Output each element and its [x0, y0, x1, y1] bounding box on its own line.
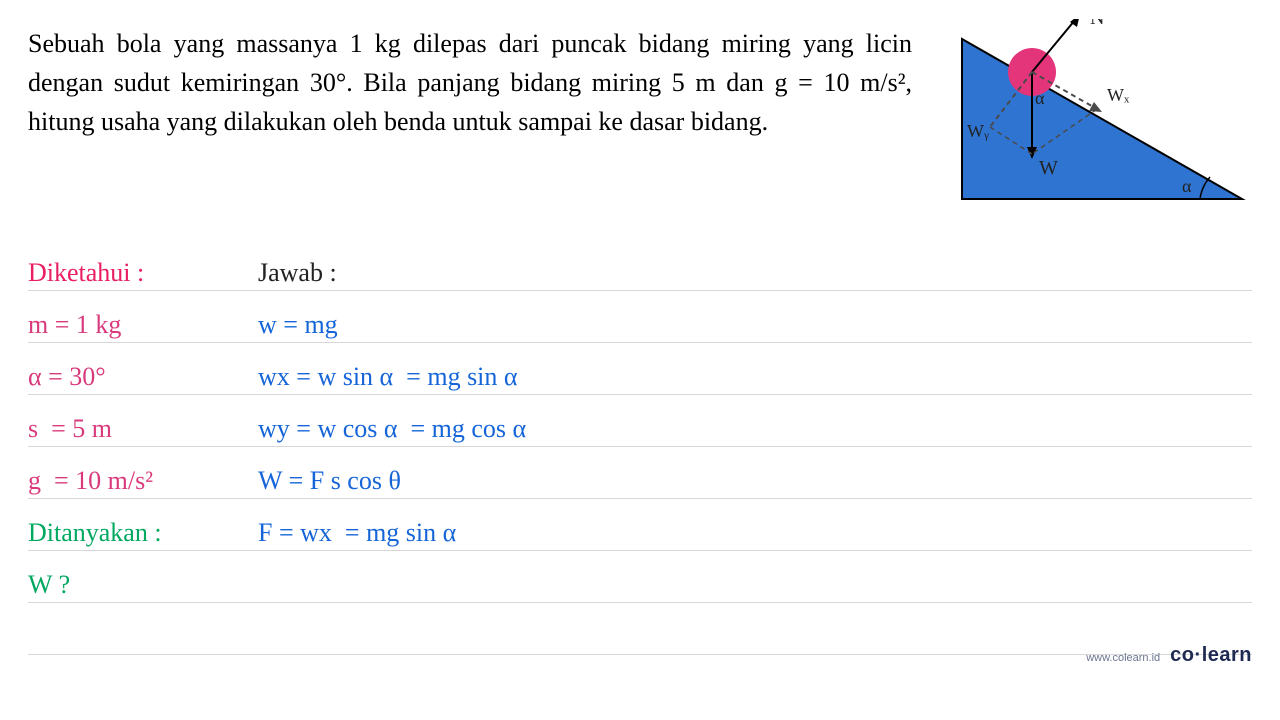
cell-answer-header: Jawab :	[258, 258, 1252, 288]
label-alpha-corner: α	[1182, 176, 1192, 196]
cell-wy: wy = w cos α = mg cos α	[258, 414, 1252, 444]
footer: www.colearn.id co·learn	[1086, 644, 1252, 667]
label-n: N	[1090, 19, 1104, 29]
cell-s: s = 5 m	[28, 414, 258, 444]
label-alpha-top: α	[1035, 88, 1045, 108]
cell-known-header: Diketahui :	[28, 258, 258, 288]
brand-dot: ·	[1195, 644, 1202, 666]
work-area: Diketahui : Jawab : m = 1 kg w = mg α = …	[28, 239, 1252, 655]
cell-work-eq: W = F s cos θ	[258, 466, 1252, 496]
cell-g: g = 10 m/s²	[28, 466, 258, 496]
work-row: g = 10 m/s² W = F s cos θ	[28, 447, 1252, 499]
work-row: Ditanyakan : F = wx = mg sin α	[28, 499, 1252, 551]
label-wx: Wₓ	[1107, 85, 1130, 105]
triangle	[962, 39, 1242, 199]
work-row	[28, 603, 1252, 655]
work-row: s = 5 m wy = w cos α = mg cos α	[28, 395, 1252, 447]
cell-w-question: W ?	[28, 570, 258, 600]
footer-brand: co·learn	[1170, 644, 1252, 667]
work-row: W ?	[28, 551, 1252, 603]
cell-m: m = 1 kg	[28, 310, 258, 340]
arrow-n	[1032, 19, 1080, 72]
brand-right: learn	[1202, 644, 1252, 666]
cell-f-eq: F = wx = mg sin α	[258, 518, 1252, 548]
cell-alpha: α = 30°	[28, 362, 258, 392]
work-row: Diketahui : Jawab :	[28, 239, 1252, 291]
problem-text: Sebuah bola yang massanya 1 kg dilepas d…	[28, 24, 912, 141]
work-row: α = 30° wx = w sin α = mg sin α	[28, 343, 1252, 395]
footer-url: www.colearn.id	[1086, 652, 1160, 664]
brand-left: co	[1170, 644, 1194, 666]
incline-diagram: N W Wₓ Wᵧ α α	[942, 19, 1252, 219]
work-row: m = 1 kg w = mg	[28, 291, 1252, 343]
cell-wmg: w = mg	[258, 310, 1252, 340]
label-w: W	[1039, 157, 1058, 179]
label-wy: Wᵧ	[967, 121, 989, 142]
cell-wx: wx = w sin α = mg sin α	[258, 362, 1252, 392]
cell-asked-header: Ditanyakan :	[28, 518, 258, 548]
